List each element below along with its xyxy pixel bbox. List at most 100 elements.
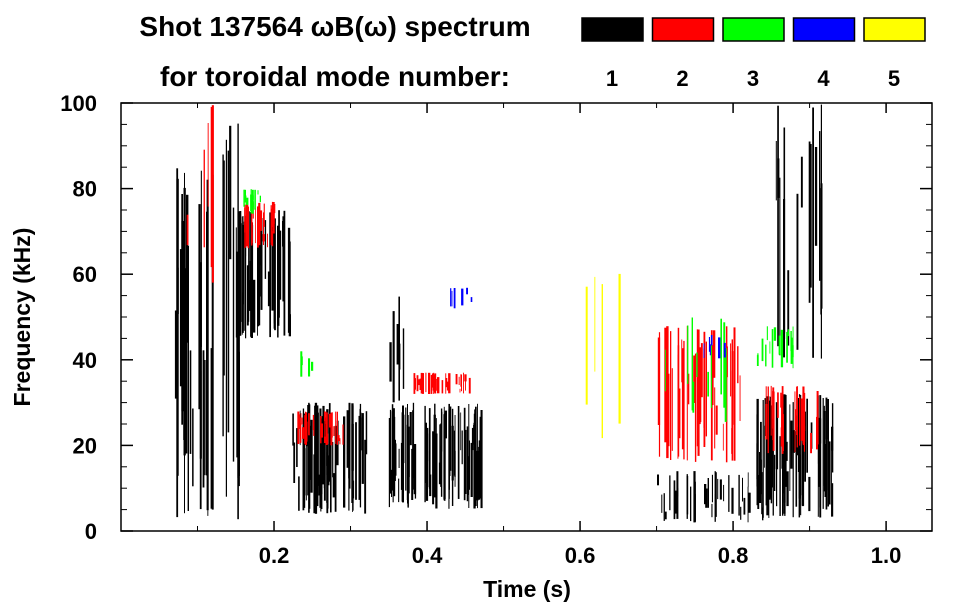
spectrum-streak [783,127,786,339]
y-tick-label: 60 [73,262,97,287]
spectrum-streak [339,438,341,445]
spectrum-streak [322,405,325,485]
spectrum-streak [252,279,256,333]
spectrum-streak [257,206,259,248]
spectrum-streak [787,270,790,346]
spectrum-streak [211,111,214,265]
spectrum-streak [461,430,463,465]
spectrum-streak [364,439,367,514]
spectrum-streak [760,459,762,489]
spectrum-streak [283,210,286,336]
spectrum-streak [717,478,719,500]
spectrum-streak [267,271,271,307]
spectrum-streak [765,344,767,367]
spectrum-streak [690,486,692,522]
spectrum-streak [790,331,792,352]
spectrum-streak [299,423,302,444]
chart-subtitle: for toroidal mode number: [160,61,510,92]
spectrum-streak [661,494,663,513]
spectrum-streak [225,139,227,497]
spectrum-streak [435,418,437,435]
spectrum-streak [812,107,814,358]
spectrum-streak [453,288,456,309]
spectrum-streak [192,408,194,487]
spectrum-streak [819,131,821,281]
spectrum-streak [428,408,431,489]
spectrum-streak [298,476,300,511]
spectrum-streak [335,411,337,444]
spectrum-streak [792,326,794,369]
spectrum-streak [669,475,671,511]
spectrum-streak [800,398,803,441]
spectrum-streak [434,373,437,394]
spectrum-streak [272,231,274,247]
spectrum-streak [338,435,340,441]
spectrum-streak [448,373,451,394]
spectrum-streak [449,406,452,471]
spectrum-region-mode-4 [450,287,473,309]
spectrum-streak [250,189,252,214]
spectrum-streak [232,207,235,462]
spectrum-streak [315,425,317,508]
spectrum-streak [187,245,189,511]
spectrum-streak [395,443,397,476]
spectrum-streak [775,141,777,201]
spectrum-streak [278,230,282,300]
spectrum-streak [207,336,209,516]
spectrum-streak [777,105,779,347]
spectrum-streak [336,411,338,445]
spectrum-streak [185,268,188,454]
spectrum-streak [251,204,254,213]
spectrum-streak [200,330,202,492]
spectrum-region-mode-2 [244,201,276,249]
spectrum-streak [703,331,706,447]
spectrum-streak [393,408,395,460]
spectrum-streak [792,430,795,453]
spectrum-streak [293,442,296,483]
spectrum-streak [407,404,408,504]
y-tick-label: 100 [60,91,97,116]
spectrum-streak [800,395,802,516]
spectrum-streak [273,204,276,214]
spectrum-streak [454,450,456,477]
spectrum-streak [351,403,354,503]
spectrum-streak [773,327,777,341]
spectrum-streak [434,403,436,458]
legend-swatch-mode-3 [722,17,785,42]
spectrum-streak [673,480,676,520]
spectrum-streak [236,251,239,458]
spectrum-streak [775,402,779,470]
spectrum-streak [747,486,749,523]
spectrum-streak [245,201,247,247]
spectrum-streak [399,343,401,370]
spectrum-streak [259,195,261,203]
spectrum-streak [398,448,400,468]
spectrum-streak [779,177,781,356]
spectrum-streak [304,415,306,444]
spectrum-streak [222,160,225,376]
spectrum-streak [227,150,230,433]
spectrum-streak [302,413,306,508]
spectrum-streak [311,361,314,371]
spectrum-streak [444,413,446,492]
spectrum-streak [246,209,249,247]
spectrum-streak [257,219,260,327]
spectrum-streak [436,378,439,391]
spectrum-streak [433,374,436,393]
spectrum-streak [398,296,400,401]
spectrum-streak [204,360,206,476]
spectrum-streak [810,432,812,454]
spectrum-streak [258,202,261,246]
spectrum-streak [707,371,709,397]
spectrum-streak [730,343,732,397]
spectrum-streak [394,452,396,481]
spectrum-streak [720,318,722,395]
spectrum-streak [394,439,396,457]
spectrum-streak [740,506,742,520]
spectrum-streak [723,484,725,502]
spectrum-streak [786,331,788,363]
spectrum-streak [692,381,695,413]
spectrum-streak [707,478,709,508]
spectrum-streak [800,156,803,208]
spectrum-streak [663,493,665,521]
